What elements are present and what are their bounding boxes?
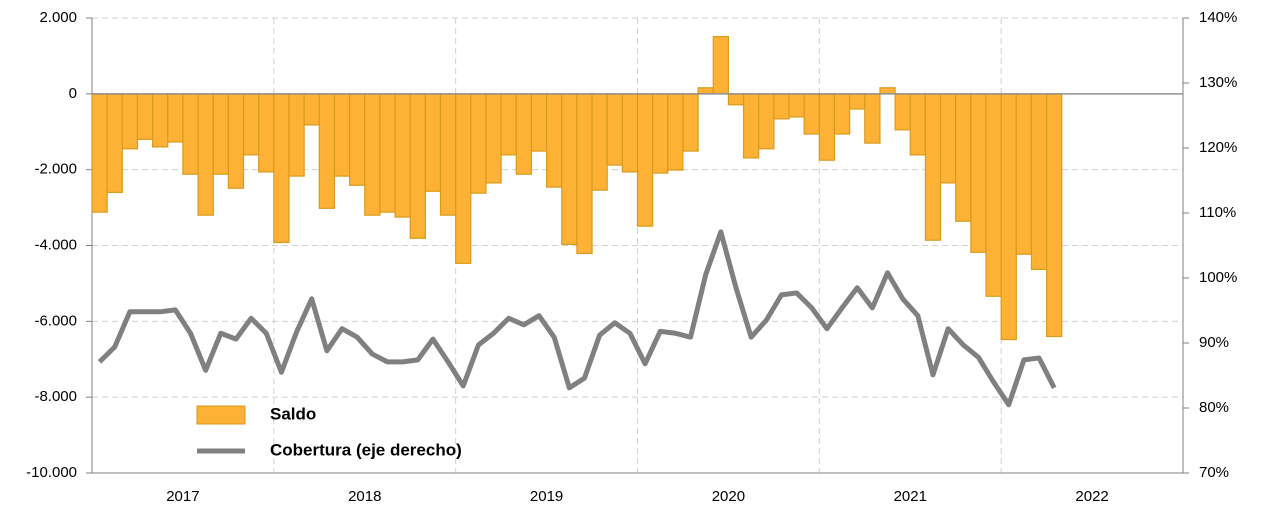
bar — [621, 93, 639, 173]
bar — [742, 93, 760, 159]
bar — [682, 93, 699, 152]
bar — [773, 93, 790, 120]
y2-tick-label: 110% — [1199, 204, 1236, 221]
bar — [970, 93, 987, 253]
x-tick-label: 2020 — [712, 488, 745, 505]
bar — [348, 93, 366, 186]
bar — [985, 93, 1002, 297]
bar — [409, 93, 426, 239]
bar — [288, 93, 305, 177]
bar — [303, 93, 320, 126]
y-tick-label: -4.000 — [34, 236, 77, 253]
bar — [91, 93, 108, 213]
bar — [939, 93, 957, 184]
bar — [515, 93, 533, 175]
x-tick-label: 2018 — [348, 488, 381, 505]
line — [97, 229, 1057, 408]
y2-tick-label: 130% — [1199, 74, 1237, 91]
bar — [697, 87, 714, 95]
bar — [545, 93, 563, 188]
bar — [227, 93, 245, 189]
bar — [424, 93, 442, 192]
bar — [667, 93, 684, 171]
y2-tick-label: 70% — [1199, 464, 1229, 481]
bar — [273, 93, 290, 244]
y-tick-label: -10.000 — [26, 464, 77, 481]
bar — [394, 93, 411, 218]
y-tick-label: 0 — [69, 85, 77, 102]
bar — [909, 93, 927, 156]
bar — [924, 93, 942, 241]
bar — [576, 93, 593, 255]
y-tick-label: 2.000 — [39, 9, 77, 26]
bar — [1015, 93, 1033, 255]
bar — [167, 93, 184, 143]
bar — [455, 93, 472, 264]
bar — [318, 93, 336, 209]
bar — [258, 93, 275, 173]
bar — [379, 93, 396, 213]
bar — [106, 93, 123, 194]
bar — [197, 93, 214, 216]
x-tick-label: 2022 — [1075, 488, 1108, 505]
bar — [727, 93, 745, 106]
bar — [636, 93, 654, 227]
bar — [652, 93, 669, 174]
y-tick-label: -8.000 — [34, 388, 77, 405]
bar — [758, 93, 775, 150]
bar — [849, 93, 866, 110]
bar — [879, 87, 896, 95]
x-tick-label: 2017 — [166, 488, 199, 505]
bar — [833, 93, 851, 135]
y2-tick-label: 140% — [1199, 9, 1237, 26]
bar — [712, 35, 730, 95]
bar — [212, 93, 229, 175]
bar — [242, 93, 260, 156]
bar — [364, 93, 381, 216]
bar — [561, 93, 578, 245]
bar — [818, 93, 836, 161]
bar — [591, 93, 608, 191]
y2-tick-label: 120% — [1199, 139, 1237, 156]
bar — [1000, 93, 1017, 341]
bar — [1030, 93, 1048, 270]
y-tick-label: -2.000 — [34, 161, 77, 178]
y2-tick-label: 100% — [1199, 269, 1237, 286]
legend-label: Saldo — [270, 404, 316, 423]
bar — [485, 93, 502, 184]
bar — [333, 93, 351, 177]
bar — [152, 93, 169, 148]
bar — [439, 93, 457, 216]
bar — [470, 93, 487, 194]
legend-label: Cobertura (eje derecho) — [270, 440, 462, 459]
bar — [788, 93, 805, 118]
bar — [864, 93, 881, 144]
bar — [894, 93, 911, 131]
x-tick-label: 2019 — [530, 488, 563, 505]
bar — [136, 93, 154, 140]
legend-swatch — [196, 405, 246, 425]
y-tick-label: -6.000 — [34, 312, 77, 329]
bar — [803, 93, 820, 135]
y2-tick-label: 80% — [1199, 399, 1229, 416]
bar — [1046, 93, 1063, 338]
bar — [121, 93, 139, 150]
bar — [530, 93, 548, 152]
bar — [955, 93, 972, 222]
x-tick-label: 2021 — [894, 488, 927, 505]
bar — [500, 93, 517, 156]
y2-tick-label: 90% — [1199, 334, 1229, 351]
bar — [606, 93, 623, 166]
bar — [182, 93, 199, 175]
